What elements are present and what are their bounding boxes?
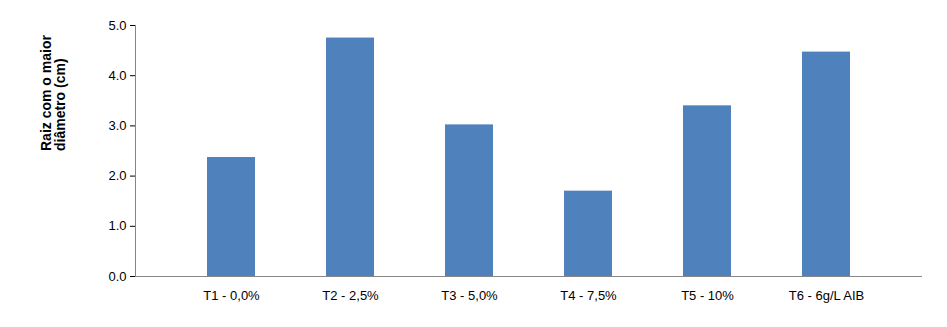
svg-text:1.0: 1.0 <box>108 218 126 233</box>
svg-text:T4 - 7,5%: T4 - 7,5% <box>560 288 617 303</box>
svg-text:5.0: 5.0 <box>108 18 126 33</box>
svg-text:4.0: 4.0 <box>108 68 126 83</box>
svg-text:T3 - 5,0%: T3 - 5,0% <box>441 288 498 303</box>
svg-text:3.0: 3.0 <box>108 118 126 133</box>
svg-text:Raiz com o maiordiâmetro (cm): Raiz com o maiordiâmetro (cm) <box>38 35 68 151</box>
svg-text:T2 - 2,5%: T2 - 2,5% <box>322 288 379 303</box>
svg-text:T6 - 6g/L AIB: T6 - 6g/L AIB <box>789 288 864 303</box>
svg-text:0.0: 0.0 <box>108 269 126 284</box>
svg-text:2.0: 2.0 <box>108 168 126 183</box>
svg-text:T5 - 10%: T5 - 10% <box>681 288 734 303</box>
svg-text:T1 - 0,0%: T1 - 0,0% <box>203 288 260 303</box>
